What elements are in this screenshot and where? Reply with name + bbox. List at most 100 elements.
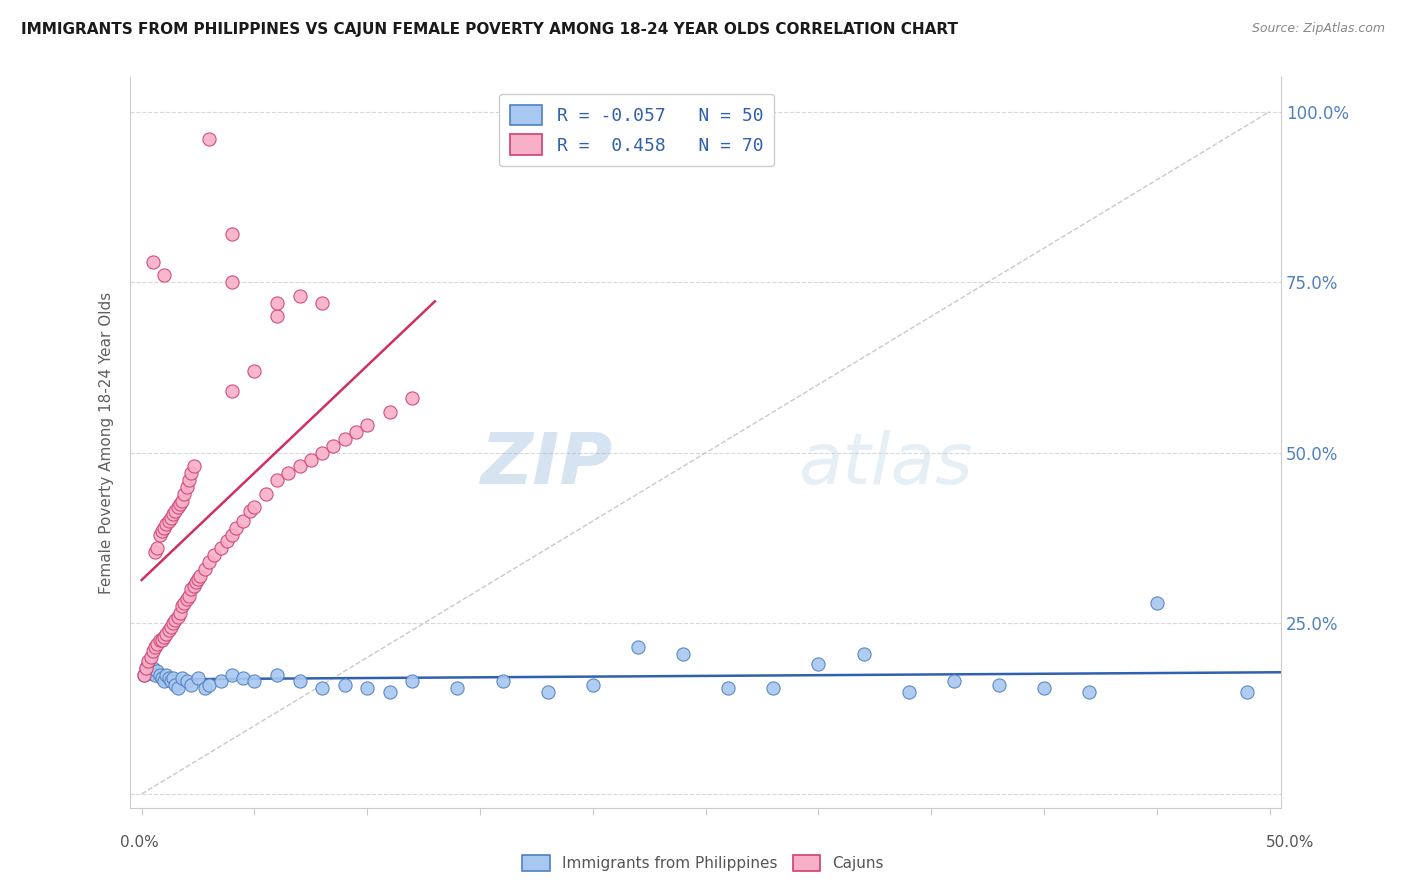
Point [153,674,176,689]
Point [221,275,243,289]
Point [344,425,367,440]
Point [173,486,195,500]
Point [1236,684,1258,698]
Point [239,504,262,518]
Point [166,500,188,515]
Point [153,268,176,283]
Point [157,514,180,528]
Point [132,667,155,681]
Point [333,678,356,692]
Point [172,671,194,685]
Point [322,439,344,453]
Point [378,405,401,419]
Point [209,541,232,556]
Point [807,657,830,672]
Point [183,459,205,474]
Point [139,664,162,678]
Point [446,681,468,696]
Point [160,620,183,634]
Point [401,674,423,689]
Point [143,545,166,559]
Point [149,633,172,648]
Point [221,384,243,399]
Point [135,661,157,675]
Point [184,575,207,590]
Point [146,664,169,678]
Point [162,671,184,685]
Point [143,667,166,681]
Point [157,623,180,637]
Point [153,630,176,644]
Point [166,681,188,696]
Point [277,467,299,481]
Point [142,661,165,675]
Point [157,671,180,685]
Point [202,548,225,562]
Point [243,500,266,515]
Point [356,681,378,696]
Point [266,667,288,681]
Point [188,568,211,582]
Point [266,473,288,487]
Point [221,667,243,681]
Point [378,684,401,698]
Point [149,667,172,681]
Legend: Immigrants from Philippines, Cajuns: Immigrants from Philippines, Cajuns [516,849,890,877]
Point [942,674,965,689]
Point [155,667,177,681]
Point [311,681,333,696]
Point [165,504,187,518]
Point [180,582,202,597]
Point [491,674,513,689]
Point [194,681,217,696]
Point [176,592,198,607]
Point [150,671,173,685]
Point [311,446,333,460]
Point [1146,596,1168,610]
Point [160,510,183,524]
Point [155,517,177,532]
Point [150,633,173,648]
Point [333,432,356,446]
Point [194,562,217,576]
Point [1033,681,1056,696]
Point [135,661,157,675]
Point [225,521,247,535]
Point [299,452,322,467]
Point [180,678,202,692]
Point [582,678,605,692]
Point [217,534,239,549]
Point [243,674,266,689]
Point [897,684,920,698]
Point [243,364,266,378]
Text: ZIP: ZIP [481,430,613,499]
Text: atlas: atlas [797,430,973,499]
Point [160,674,183,689]
Text: IMMIGRANTS FROM PHILIPPINES VS CAJUN FEMALE POVERTY AMONG 18-24 YEAR OLDS CORREL: IMMIGRANTS FROM PHILIPPINES VS CAJUN FEM… [21,22,957,37]
Point [254,486,277,500]
Point [198,678,221,692]
Point [183,579,205,593]
Point [987,678,1010,692]
Point [356,418,378,433]
Y-axis label: Female Poverty Among 18-24 Year Olds: Female Poverty Among 18-24 Year Olds [100,292,114,594]
Point [162,616,184,631]
Point [852,647,875,661]
Point [142,254,165,268]
Point [537,684,560,698]
Point [401,391,423,405]
Point [266,295,288,310]
Point [172,599,194,614]
Point [672,647,695,661]
Point [209,674,232,689]
Point [172,493,194,508]
Point [177,589,200,603]
Point [627,640,650,655]
Point [176,674,198,689]
Point [142,643,165,657]
Point [187,572,209,586]
Point [762,681,785,696]
Point [1078,684,1101,698]
Point [288,459,311,474]
Point [180,467,202,481]
